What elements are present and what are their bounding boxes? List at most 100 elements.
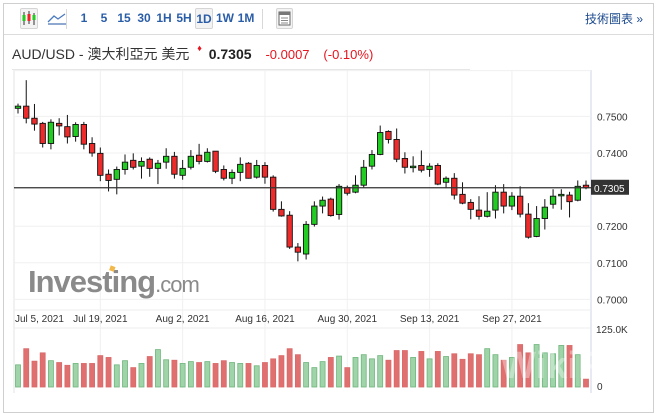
volume-bar: [64, 364, 71, 388]
candle: [80, 121, 88, 150]
last-price: 0.7305: [208, 46, 252, 62]
candle-body: [327, 198, 334, 217]
volume-bar: [550, 353, 556, 388]
candle-body: [245, 162, 252, 179]
candle-body: [171, 155, 178, 175]
candle: [130, 153, 137, 170]
volume-bar: [237, 363, 244, 388]
candle: [533, 206, 540, 238]
interval-15-button[interactable]: 15: [117, 11, 131, 25]
candle-body: [525, 213, 532, 238]
candle: [516, 186, 524, 218]
date-tick-label: Aug 30, 2021: [318, 314, 378, 325]
candle-body: [516, 195, 524, 215]
price-tick-label: 0.7200: [597, 222, 628, 233]
interval-5h-button[interactable]: 5H: [176, 11, 192, 25]
candlestick-chart-icon: [22, 11, 36, 25]
candle: [426, 163, 433, 177]
candle: [500, 184, 507, 214]
interval-1m-button[interactable]: 1M: [237, 11, 255, 25]
volume-bar: [196, 362, 203, 388]
candle: [409, 156, 417, 173]
chart-grid: [13, 70, 592, 393]
candle-body: [80, 124, 88, 145]
candle-body: [574, 185, 581, 201]
candle-body: [451, 177, 458, 196]
wikifx-watermark: WikiFX: [500, 345, 627, 387]
current-price-label: 0.7305: [594, 184, 625, 195]
candle-body: [492, 191, 499, 211]
candle: [492, 185, 499, 219]
technical-chart-link[interactable]: 技術圖表 »: [584, 12, 643, 26]
candle: [451, 173, 458, 200]
volume-bar: [583, 378, 589, 388]
volume-bar: [294, 354, 301, 388]
interval-1d-button[interactable]: 1D: [195, 8, 213, 29]
volume-bar: [31, 360, 38, 388]
volume-bar: [187, 361, 194, 388]
volume-bar: [303, 362, 310, 388]
candle-body: [286, 214, 293, 248]
volume-bar: [385, 359, 392, 388]
candle: [393, 128, 400, 163]
interval-1w-button[interactable]: 1W: [216, 11, 234, 25]
candle: [253, 159, 260, 179]
volume-bar: [15, 364, 21, 388]
volume-bar: [525, 352, 532, 388]
date-tick-label: Aug 16, 2021: [235, 314, 295, 325]
candle-body: [212, 150, 219, 172]
table-view-button[interactable]: [276, 8, 293, 29]
interval-5-button[interactable]: 5: [100, 11, 108, 25]
interval-30-button[interactable]: 30: [137, 11, 151, 25]
interval-1-button[interactable]: 1: [80, 11, 88, 25]
volume-bar: [541, 352, 548, 388]
volume-tick-label: 0: [597, 382, 603, 393]
volume-bar: [130, 367, 137, 388]
candle: [442, 176, 450, 189]
candle-body: [64, 126, 71, 138]
candle: [47, 119, 55, 150]
volume-bar: [163, 359, 170, 388]
candle: [88, 137, 96, 157]
volume-bar: [558, 345, 565, 388]
interval-1h-button[interactable]: 1H: [156, 11, 172, 25]
chart-axes: Jul 5, 2021 Jul 19, 2021 Aug 2, 2021 Aug 16…: [14, 112, 629, 393]
candle-body: [558, 193, 565, 197]
down-arrow-icon: ♦: [197, 43, 202, 53]
candle: [163, 148, 170, 169]
candle: [434, 163, 441, 186]
volume-bar: [179, 363, 186, 388]
date-tick-label: Jul 5, 2021: [15, 314, 64, 325]
candle-body: [335, 185, 343, 215]
candle: [368, 150, 376, 170]
volume-bar: [401, 350, 408, 388]
candle-body: [56, 122, 63, 127]
candlestick-chart-button[interactable]: [20, 8, 38, 29]
candle: [319, 196, 326, 214]
price-change-percent: (-0.10%): [323, 46, 374, 62]
candle-body: [533, 218, 540, 237]
volume-bar: [105, 357, 112, 388]
candle: [121, 154, 129, 175]
candle: [146, 157, 153, 177]
candle-body: [418, 164, 425, 171]
candle-body: [47, 121, 55, 144]
candle-body: [31, 117, 38, 125]
candle: [294, 243, 302, 262]
date-tick-label: Aug 2, 2021: [156, 314, 210, 325]
candle: [138, 157, 145, 179]
candle: [352, 175, 359, 194]
candle: [228, 169, 236, 185]
line-chart-button[interactable]: [46, 8, 68, 29]
candle: [484, 192, 491, 218]
volume-bar: [262, 362, 268, 388]
candle: [344, 185, 351, 196]
price-tick-label: 0.7100: [597, 259, 628, 270]
volume-bar: [418, 351, 425, 388]
candle-body: [278, 208, 285, 217]
chart-toolbar: 1 5 15 30 1H 5H 1D 1W 1M 技術圖表 »: [4, 4, 653, 35]
volume-bar: [204, 361, 211, 388]
candle: [467, 199, 474, 220]
candle-body: [14, 105, 22, 109]
